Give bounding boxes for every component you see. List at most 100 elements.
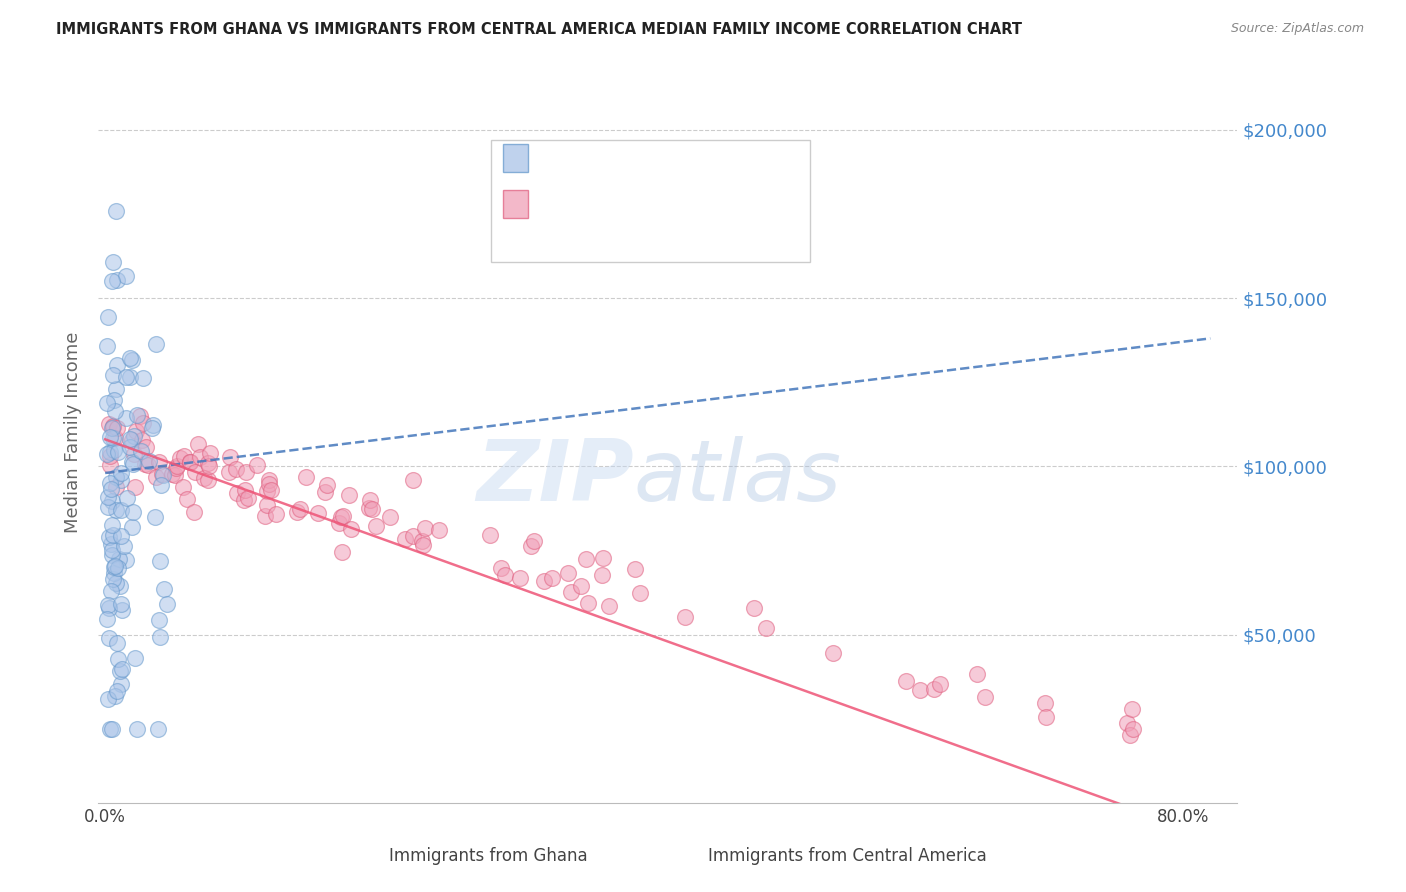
Point [361, 501, 384, 516]
Point [105, 421, 128, 435]
Point [103, 431, 125, 445]
Point [98, 476, 121, 491]
Point [821, 646, 844, 660]
Point [169, 451, 191, 466]
Point [922, 681, 945, 696]
Text: N =: N = [657, 193, 690, 211]
Point [225, 461, 247, 475]
Point [260, 483, 283, 497]
Point [598, 599, 620, 613]
Point [1121, 702, 1143, 716]
Point [127, 722, 149, 736]
Point [135, 441, 157, 455]
Point [101, 420, 124, 434]
Point [103, 442, 125, 457]
Point [896, 674, 918, 689]
Point [103, 392, 125, 407]
Text: N =: N = [657, 146, 690, 165]
Point [253, 509, 276, 524]
Point [1116, 716, 1139, 731]
Text: Source: ZipAtlas.com: Source: ZipAtlas.com [1230, 22, 1364, 36]
Point [966, 667, 988, 681]
Point [129, 443, 152, 458]
Point [411, 533, 433, 548]
Point [557, 566, 579, 580]
Point [755, 621, 778, 635]
Point [115, 370, 138, 384]
Point [97, 601, 120, 615]
Point [100, 494, 122, 508]
Point [172, 480, 194, 494]
Point [489, 561, 512, 575]
Point [110, 598, 132, 612]
Point [98, 445, 121, 459]
Point [121, 353, 143, 368]
Point [256, 484, 278, 499]
Point [100, 583, 122, 598]
Point [340, 522, 363, 536]
FancyBboxPatch shape [491, 140, 810, 262]
Point [120, 440, 142, 454]
Point [121, 433, 143, 447]
Point [198, 459, 221, 474]
Point [101, 419, 124, 434]
Point [97, 631, 120, 645]
Point [110, 677, 132, 691]
Point [246, 458, 269, 472]
Point [121, 454, 143, 468]
Point [96, 612, 118, 626]
Text: Immigrants from Central America: Immigrants from Central America [707, 847, 987, 865]
Point [394, 532, 416, 546]
Point [120, 351, 142, 365]
Point [142, 418, 165, 433]
Point [179, 455, 201, 469]
Text: -0.911: -0.911 [586, 193, 650, 211]
Point [115, 269, 138, 284]
Point [256, 498, 278, 512]
Point [104, 558, 127, 573]
Point [233, 492, 256, 507]
Point [257, 473, 280, 487]
Point [118, 369, 141, 384]
Point [744, 601, 766, 615]
Point [187, 437, 209, 451]
Point [131, 433, 153, 447]
Point [145, 337, 167, 351]
Point [101, 722, 124, 736]
Point [104, 575, 127, 590]
Point [110, 473, 132, 487]
Point [402, 473, 425, 487]
Point [107, 551, 129, 566]
Point [96, 396, 118, 410]
Point [235, 465, 257, 479]
Point [339, 488, 361, 502]
Point [104, 382, 127, 396]
Point [357, 500, 380, 515]
Text: IMMIGRANTS FROM GHANA VS IMMIGRANTS FROM CENTRAL AMERICA MEDIAN FAMILY INCOME CO: IMMIGRANTS FROM GHANA VS IMMIGRANTS FROM… [56, 22, 1022, 37]
Point [124, 650, 146, 665]
Point [150, 467, 173, 481]
Point [104, 203, 127, 218]
Point [105, 502, 128, 516]
Point [101, 517, 124, 532]
Point [183, 505, 205, 519]
Point [115, 491, 138, 505]
Point [673, 609, 696, 624]
Point [198, 446, 221, 460]
Point [540, 571, 562, 585]
Point [132, 417, 155, 431]
Point [1119, 728, 1142, 742]
Point [145, 469, 167, 483]
Point [104, 469, 127, 483]
Point [1035, 710, 1057, 724]
Point [928, 677, 950, 691]
Point [316, 477, 339, 491]
Point [96, 692, 118, 706]
Point [266, 507, 288, 521]
Point [97, 310, 120, 325]
Point [910, 683, 932, 698]
Point [118, 432, 141, 446]
Point [974, 690, 997, 705]
Point [314, 485, 336, 500]
Point [96, 339, 118, 353]
